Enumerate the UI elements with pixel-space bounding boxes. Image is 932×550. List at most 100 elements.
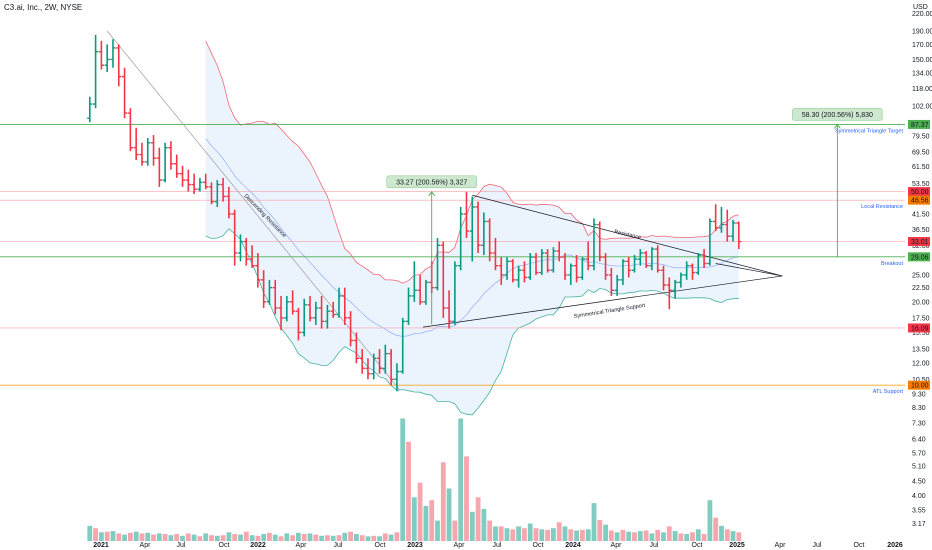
volume-bar [354,534,359,541]
band-lower-line [205,228,739,416]
price-badge-label-5: 16.09 [911,325,929,332]
volume-bar [493,526,498,541]
volume-bar [649,533,655,541]
volume-bar [568,529,574,541]
band-basis-line [205,138,739,337]
price-badge-5 [908,323,930,333]
volume-bar [110,531,116,541]
volume-bar [545,529,550,541]
volume-bar [162,534,168,541]
level-label-6: ATL Support [873,389,904,395]
volume-bar [643,530,649,541]
y-tick-label: 7.30 [912,421,926,428]
y-tick-label: 134.00 [912,71,932,78]
volume-bar [539,529,545,541]
volume-bar [128,532,133,541]
price-badge-label-2: 46.56 [911,198,929,205]
price-axis[interactable]: 220.00 190.00 170.00 150.00 134.00 118.00 102.… [908,11,932,528]
x-tick-label: Jul [813,542,822,549]
volume-bar [325,535,330,541]
y-tick-label: 4.00 [912,493,926,500]
price-badge-label-0: 87.37 [911,122,929,129]
y-tick-label: 102.00 [912,103,932,110]
x-tick-label: 2024 [565,542,581,549]
volume-bar [603,524,608,541]
volume-bar [174,534,180,541]
volume-bar [330,535,336,542]
volume-bar [574,530,579,541]
volume-bar [475,497,481,542]
volume-bar [580,529,585,541]
y-tick-label: 5.70 [912,450,926,457]
x-tick-label: Jul [177,542,186,549]
volume-bar [690,532,695,542]
volume-bar [359,535,365,541]
y-tick-label: 22.50 [912,285,930,292]
volume-bar [180,535,185,542]
volume-bar [695,529,701,541]
volume-bar [406,441,411,541]
volume-bar [209,535,214,541]
level-label-4: Breakout [881,261,903,267]
y-tick-label: 25.00 [912,273,930,280]
x-tick-label: Jul [650,542,659,549]
volume-bar [185,533,191,541]
y-tick-label: 220.00 [912,11,932,18]
volume-bar [133,531,139,541]
volume-bar [585,529,591,541]
volume-bar [197,536,203,541]
volume-bar [411,497,417,542]
volume-bar [516,526,521,541]
volume-bar [637,531,643,541]
volume-bar [151,534,156,541]
volume-bar [464,456,469,541]
volume-bar [382,533,388,541]
volume-bar [145,532,151,541]
x-tick-label: 2022 [250,542,266,549]
volume-bar [551,528,556,541]
volume-bar [156,533,162,541]
volume-bar [191,534,197,541]
volume-bar [255,535,261,542]
volume-bar [736,532,742,542]
triangle-support-line [422,275,783,328]
x-tick-label: Oct [219,542,230,549]
y-tick-label: 41.50 [912,212,930,219]
volume-bar [533,528,539,541]
x-tick-label: Apr [296,542,308,549]
volume-bar [284,533,290,541]
x-tick-label: Apr [611,542,623,549]
x-tick-label: 2023 [407,542,423,549]
symbol-title[interactable]: C3.ai, Inc., 2W, NYSE [4,3,82,12]
time-axis[interactable]: 2021 Apr Jul Oct 2022 Apr Jul Oct 2023 Apr Jul Oct 2… [93,542,903,549]
y-tick-label: 5.10 [912,464,926,471]
volume-bar [423,506,429,541]
y-tick-label: 118.00 [912,86,932,93]
symbol-title-text: C3.ai, Inc., 2W, NYSE [4,3,83,12]
volume-bar [226,532,232,542]
volume-bar [661,532,666,542]
price-badge-4 [908,252,930,262]
price-badge-label-3: 33.01 [911,239,929,246]
volume-bar [626,531,632,541]
volume-bar [307,533,313,541]
volume-bar [365,536,371,541]
volume-bar [243,531,249,541]
y-tick-label: 4.50 [912,479,926,486]
volume-bar [469,511,475,541]
volume-bar [388,534,394,541]
volume-bar [400,418,406,541]
measure-box-0 [386,175,477,189]
volume-bar [435,520,440,541]
x-tick-label: Oct [533,542,544,549]
price-badge-2 [908,195,930,205]
triangle-apex-line [715,263,783,277]
volume-bar [377,536,382,541]
y-tick-label: 20.00 [912,299,930,306]
x-tick-label: Oct [375,542,386,549]
volume-bar [336,535,342,541]
y-tick-label: 150.00 [912,57,932,64]
volume-bar [99,532,104,542]
x-tick-label: Apr [454,542,466,549]
